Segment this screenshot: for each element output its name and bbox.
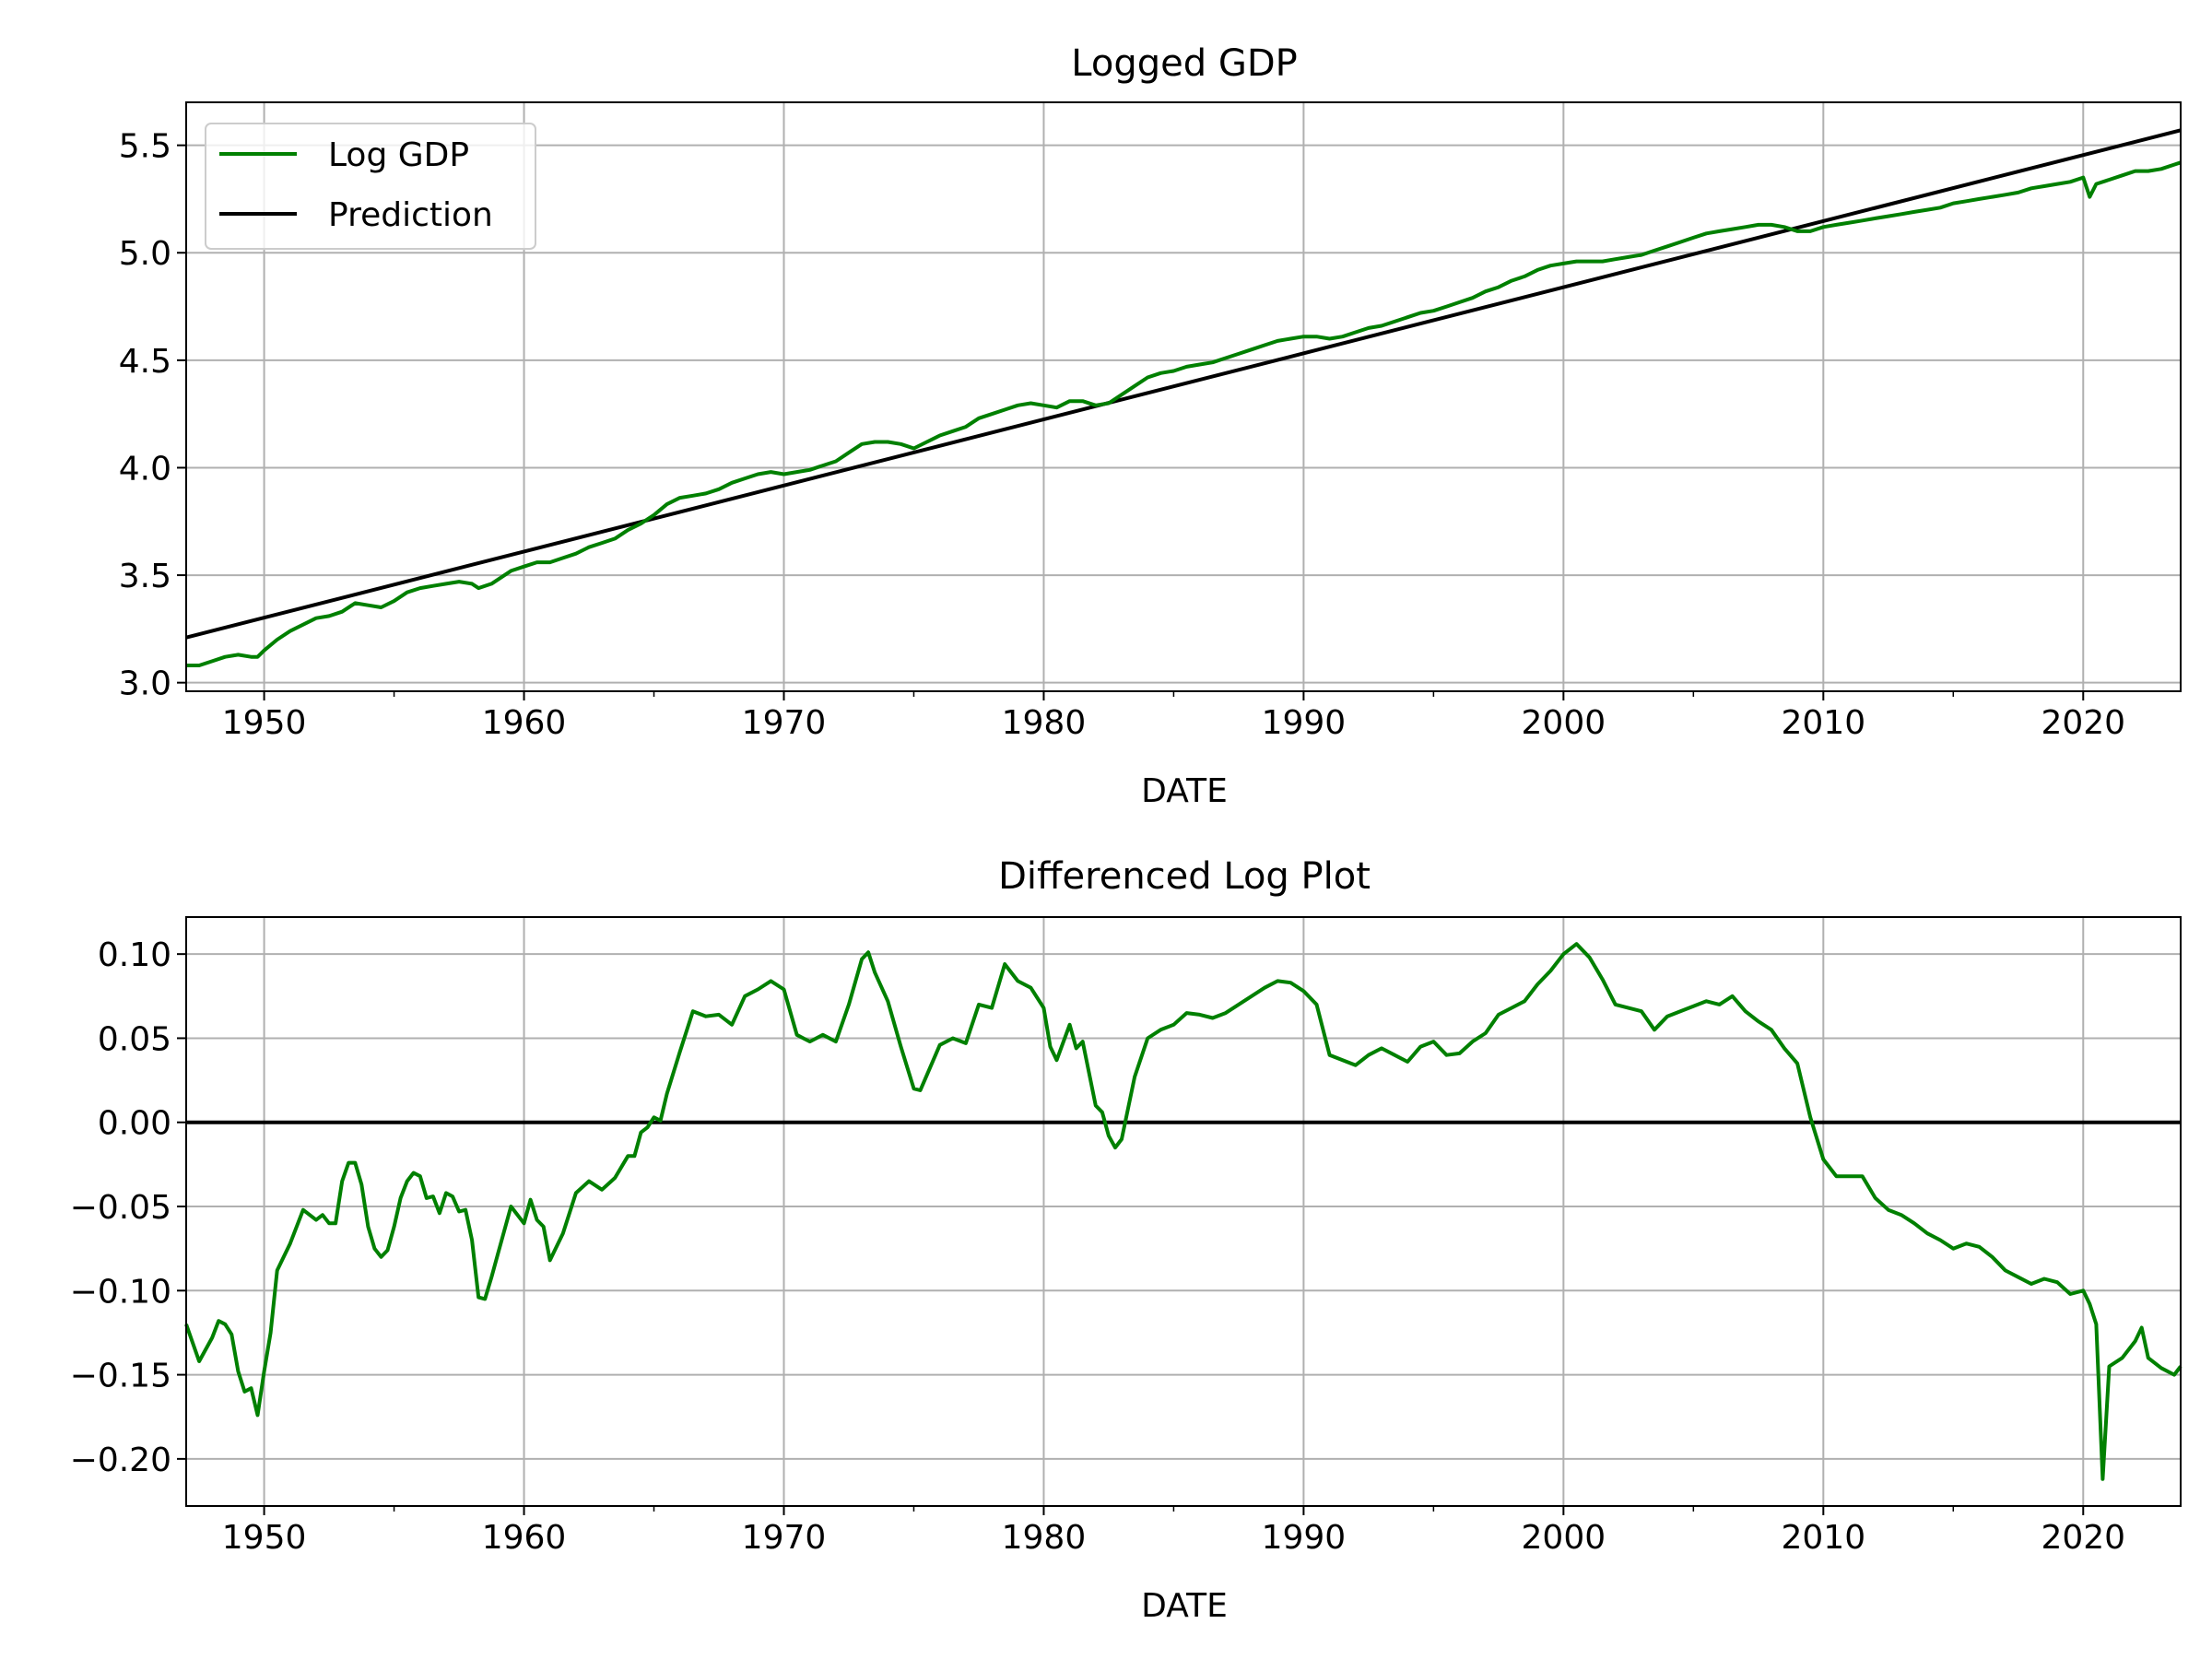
y-tick-label: −0.20 bbox=[70, 1441, 171, 1479]
series-line-prediction bbox=[185, 128, 2182, 640]
x-tick-label: 2020 bbox=[2041, 704, 2125, 742]
legend-label-log-gdp: Log GDP bbox=[328, 136, 469, 174]
y-tick-label: 3.5 bbox=[119, 558, 171, 595]
y-tick-label: −0.15 bbox=[70, 1358, 171, 1395]
y-tick-label: −0.05 bbox=[70, 1189, 171, 1227]
y-tick-label: 5.5 bbox=[119, 128, 171, 166]
series-line-differenced-log bbox=[184, 942, 2183, 1481]
x-tick-label: 1980 bbox=[1002, 1519, 1087, 1557]
x-tick-label: 1980 bbox=[1002, 704, 1087, 742]
x-tick-label: 2020 bbox=[2041, 1519, 2125, 1557]
y-tick-label: −0.10 bbox=[70, 1273, 171, 1311]
legend-label-prediction: Prediction bbox=[328, 196, 493, 234]
x-tick-label: 1960 bbox=[482, 704, 567, 742]
plot-frame bbox=[185, 916, 2182, 1507]
x-tick-label: 1990 bbox=[1262, 704, 1347, 742]
y-tick-label: 0.00 bbox=[98, 1105, 171, 1143]
plot-frame bbox=[185, 101, 2182, 692]
series-line-log-gdp bbox=[186, 160, 2182, 667]
series-layer bbox=[185, 128, 2182, 667]
chart-title: Differenced Log Plot bbox=[998, 855, 1371, 898]
x-tick-label: 2000 bbox=[1522, 704, 1606, 742]
x-tick-label: 1990 bbox=[1262, 1519, 1347, 1557]
legend: Log GDP Prediction bbox=[205, 123, 536, 250]
axis-ticks: 1950 1960 1970 1980 1990 2000 2010 2020 3.0 3.5 4.… bbox=[119, 128, 2125, 742]
x-tick-label: 2010 bbox=[1782, 704, 1866, 742]
axis-ticks: 1950 1960 1970 1980 1990 2000 2010 2020 −0.20 −0.… bbox=[70, 936, 2125, 1557]
x-tick-label: 1960 bbox=[482, 1519, 567, 1557]
y-tick-label: 4.5 bbox=[119, 343, 171, 381]
series-layer bbox=[184, 942, 2183, 1481]
y-tick-label: 4.0 bbox=[119, 450, 171, 488]
grid-lines bbox=[186, 102, 2181, 691]
x-tick-label: 1970 bbox=[742, 1519, 827, 1557]
differenced-log-panel: Differenced Log Plot 1950 1960 1970 1980 199… bbox=[70, 855, 2183, 1625]
x-tick-label: 1950 bbox=[222, 1519, 307, 1557]
x-tick-label: 2000 bbox=[1522, 1519, 1606, 1557]
x-axis-label: DATE bbox=[1141, 772, 1228, 810]
x-tick-label: 2010 bbox=[1782, 1519, 1866, 1557]
x-axis-label: DATE bbox=[1141, 1587, 1228, 1625]
y-tick-label: 0.05 bbox=[98, 1020, 171, 1058]
y-tick-label: 5.0 bbox=[119, 235, 171, 273]
logged-gdp-panel: Logged GDP 1950 1960 1970 1980 1990 2000 2010 2… bbox=[119, 42, 2182, 810]
chart-title: Logged GDP bbox=[1071, 42, 1297, 85]
y-tick-label: 3.0 bbox=[119, 665, 171, 703]
x-tick-label: 1950 bbox=[222, 704, 307, 742]
x-tick-label: 1970 bbox=[742, 704, 827, 742]
y-tick-label: 0.10 bbox=[98, 936, 171, 974]
